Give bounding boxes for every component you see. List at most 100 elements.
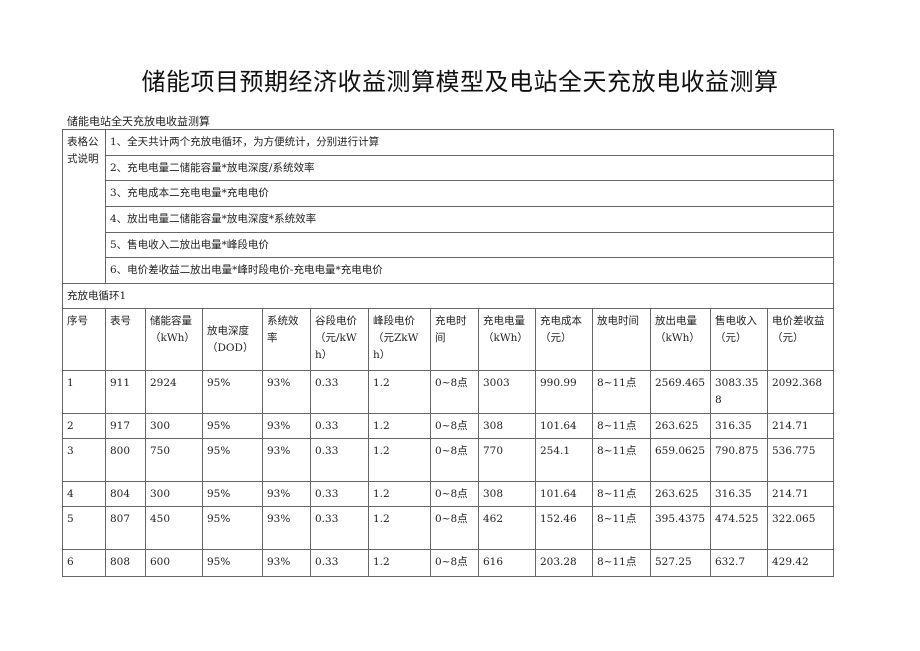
table-cell: 0.33 <box>310 413 369 439</box>
table-row: 2 917 300 95% 93% 0.33 1.2 0~8点 308 101.64 8~11点 26… <box>62 413 834 439</box>
column-header: 储能容量（kWh） <box>145 308 203 371</box>
table-cell: 95% <box>202 506 263 550</box>
header-row: 序号 表号 储能容量（kWh） 放电深度（DOD） 系统效率 谷段电价（元/kWh） 峰段电… <box>62 308 834 371</box>
table-cell: 0.33 <box>310 481 369 507</box>
table-cell: 616 <box>478 549 536 577</box>
column-header: 表号 <box>105 308 146 371</box>
table-cell: 8~11点 <box>592 438 651 482</box>
section-subtitle: 储能电站全天充放电收益测算 <box>67 115 210 128</box>
table-cell: 0~8点 <box>430 438 479 482</box>
table-cell: 0.33 <box>310 438 369 482</box>
table-cell: 95% <box>202 413 263 439</box>
table-cell: 1.2 <box>368 506 431 550</box>
table-cell: 93% <box>262 438 311 482</box>
table-cell: 0~8点 <box>430 413 479 439</box>
table-cell: 2924 <box>145 370 203 414</box>
table-cell: 770 <box>478 438 536 482</box>
table-cell: 8~11点 <box>592 370 651 414</box>
table-cell: 3003 <box>478 370 536 414</box>
revenue-table: 表格公式说明 1、全天共计两个充放电循环，为方便统计，分别进行计算 2、充电电量… <box>62 129 834 577</box>
table-cell: 807 <box>105 506 146 550</box>
table-cell: 0~8点 <box>430 506 479 550</box>
table-cell: 0.33 <box>310 506 369 550</box>
table-cell: 0~8点 <box>430 370 479 414</box>
table-cell: 4 <box>62 481 106 507</box>
table-cell: 101.64 <box>535 481 593 507</box>
table-cell: 203.28 <box>535 549 593 577</box>
column-header: 充电时间 <box>430 308 479 371</box>
table-cell: 8~11点 <box>592 549 651 577</box>
table-cell: 990.99 <box>535 370 593 414</box>
table-cell: 536.775 <box>767 438 834 482</box>
table-cell: 790.875 <box>710 438 768 482</box>
table-cell: 800 <box>105 438 146 482</box>
table-cell: 1.2 <box>368 413 431 439</box>
table-cell: 1.2 <box>368 438 431 482</box>
table-cell: 93% <box>262 549 311 577</box>
table-cell: 1 <box>62 370 106 414</box>
table-cell: 462 <box>478 506 536 550</box>
column-header: 充电成本（元） <box>535 308 593 371</box>
table-cell: 300 <box>145 481 203 507</box>
table-cell: 93% <box>262 506 311 550</box>
column-header: 谷段电价（元/kWh） <box>310 308 369 371</box>
table-cell: 395.4375 <box>650 506 711 550</box>
table-cell: 308 <box>478 413 536 439</box>
table-cell: 263.625 <box>650 481 711 507</box>
table-cell: 5 <box>62 506 106 550</box>
formula-item: 2、充电电量二储能容量*放电深度/系统效率 <box>105 155 834 181</box>
table-cell: 659.0625 <box>650 438 711 482</box>
table-cell: 1.2 <box>368 549 431 577</box>
formula-item: 3、充电成本二充电电量*充电电价 <box>105 180 834 207</box>
table-cell: 300 <box>145 413 203 439</box>
table-row: 5 807 450 95% 93% 0.33 1.2 0~8点 462 152.46 8~11点 39… <box>62 506 834 550</box>
column-header: 放电深度（DOD） <box>202 308 263 371</box>
table-cell: 8~11点 <box>592 481 651 507</box>
table-cell: 2569.465 <box>650 370 711 414</box>
table-cell: 214.71 <box>767 413 834 439</box>
table-cell: 911 <box>105 370 146 414</box>
table-cell: 93% <box>262 370 311 414</box>
table-cell: 632.7 <box>710 549 768 577</box>
table-cell: 474.525 <box>710 506 768 550</box>
table-cell: 429.42 <box>767 549 834 577</box>
cycle-label: 充放电循环1 <box>62 283 834 309</box>
table-cell: 0~8点 <box>430 549 479 577</box>
table-cell: 8~11点 <box>592 506 651 550</box>
table-cell: 804 <box>105 481 146 507</box>
table-row: 3 800 750 95% 93% 0.33 1.2 0~8点 770 254.1 8~11点 659… <box>62 438 834 482</box>
column-header: 电价差收益（元） <box>767 308 834 371</box>
table-cell: 0.33 <box>310 370 369 414</box>
table-cell: 527.25 <box>650 549 711 577</box>
table-cell: 2 <box>62 413 106 439</box>
table-cell: 0.33 <box>310 549 369 577</box>
table-cell: 3083.358 <box>710 370 768 414</box>
column-header: 放出电量（kWh） <box>650 308 711 371</box>
column-header: 序号 <box>62 308 106 371</box>
table-cell: 1.2 <box>368 481 431 507</box>
table-cell: 450 <box>145 506 203 550</box>
table-cell: 308 <box>478 481 536 507</box>
table-cell: 322.065 <box>767 506 834 550</box>
table-row: 6 808 600 95% 93% 0.33 1.2 0~8点 616 203.28 8~11点 52… <box>62 549 834 577</box>
column-header: 放电时间 <box>592 308 651 371</box>
table-cell: 3 <box>62 438 106 482</box>
table-cell: 101.64 <box>535 413 593 439</box>
table-cell: 0~8点 <box>430 481 479 507</box>
column-header: 系统效率 <box>262 308 311 371</box>
table-cell: 93% <box>262 413 311 439</box>
table-cell: 95% <box>202 438 263 482</box>
table-cell: 93% <box>262 481 311 507</box>
table-cell: 8~11点 <box>592 413 651 439</box>
page-title: 储能项目预期经济收益测算模型及电站全天充放电收益测算 <box>141 68 779 96</box>
table-cell: 750 <box>145 438 203 482</box>
formula-item: 1、全天共计两个充放电循环，为方便统计，分别进行计算 <box>105 129 834 156</box>
table-row: 4 804 300 95% 93% 0.33 1.2 0~8点 308 101.64 8~11点 26… <box>62 481 834 507</box>
table-cell: 917 <box>105 413 146 439</box>
formula-item: 4、放出电量二储能容量*放电深度*系统效率 <box>105 206 834 233</box>
table-cell: 95% <box>202 481 263 507</box>
table-row: 1 911 2924 95% 93% 0.33 1.2 0~8点 3003 990.99 8~11点… <box>62 370 834 414</box>
table-cell: 95% <box>202 549 263 577</box>
table-cell: 95% <box>202 370 263 414</box>
table-cell: 808 <box>105 549 146 577</box>
